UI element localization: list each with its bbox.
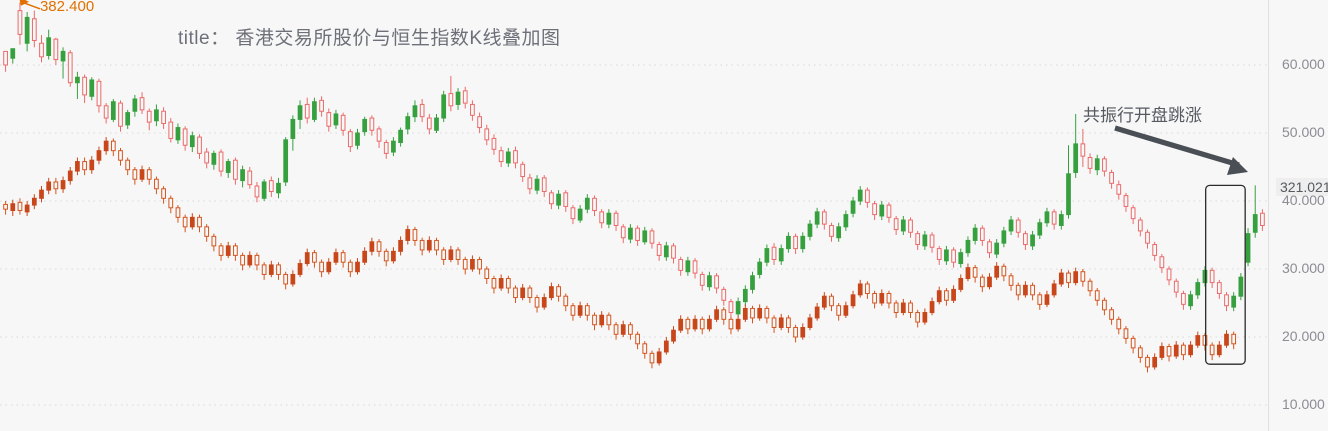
highlight-box [1205, 184, 1246, 365]
y-axis-tick-label: 20.000 [1282, 328, 1325, 344]
axis-pointer-value-label: 321.021 [1276, 178, 1328, 197]
y-axis-tick-label: 10.000 [1282, 396, 1325, 412]
series-hkex[interactable] [3, 2, 1265, 318]
series-hsi[interactable] [3, 137, 1237, 373]
peak-value-marker-icon [19, 0, 41, 10]
y-axis-tick-label: 30.000 [1282, 260, 1325, 276]
callout-arrow-icon [1114, 125, 1248, 176]
page-title: title： 香港交易所股价与恒生指数K线叠加图 [178, 28, 561, 49]
y-axis-tick-label: 40.000 [1282, 192, 1325, 208]
peak-value-marker-label: 382.400 [39, 0, 95, 15]
y-axis-tick-label: 50.000 [1282, 124, 1325, 140]
y-axis-tick-label: 60.000 [1282, 56, 1325, 72]
callout-annotation-label: 共振行开盘跳涨 [1083, 106, 1202, 125]
